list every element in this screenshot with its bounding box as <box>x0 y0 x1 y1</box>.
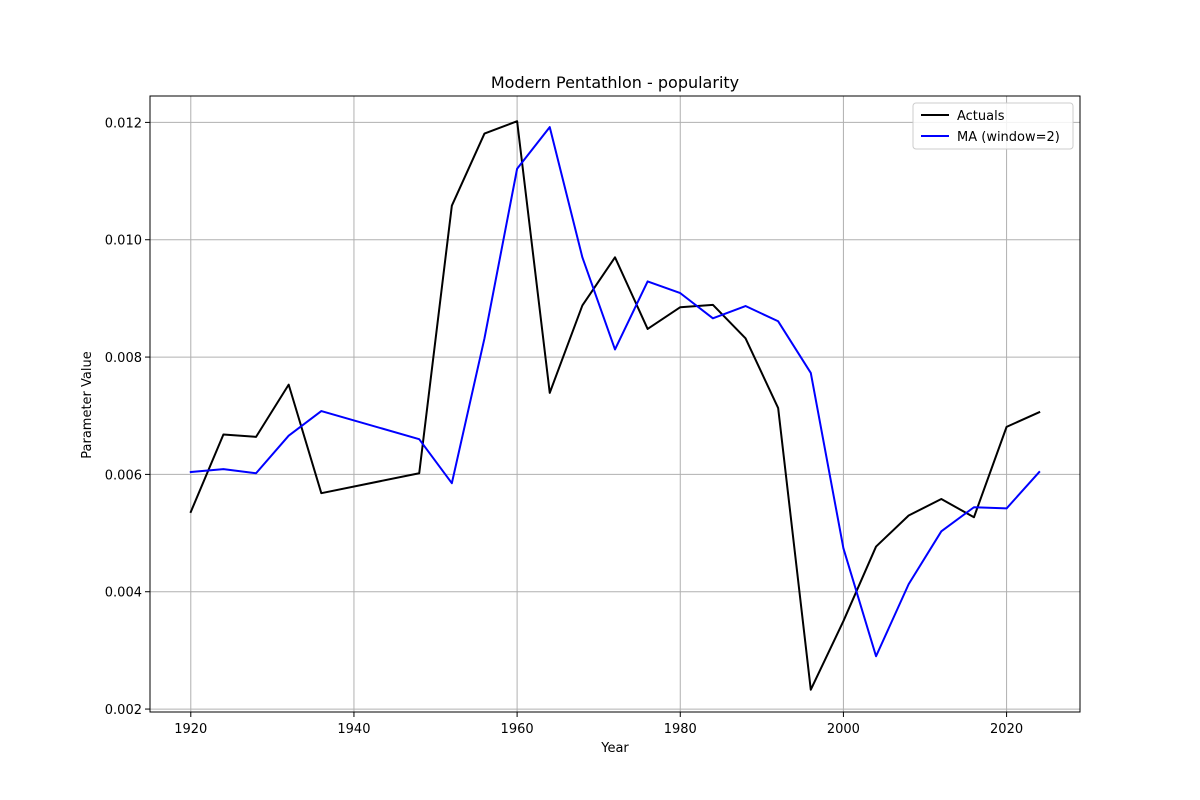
legend-box <box>912 102 1074 150</box>
x-tick-label: 2020 <box>990 722 1023 737</box>
y-axis: 0.002 0.004 0.006 0.008 0.010 0.012 <box>105 116 150 718</box>
y-axis-label: Parameter Value <box>80 351 95 458</box>
x-tick-label: 1960 <box>501 722 534 737</box>
y-tick-label: 0.006 <box>105 468 142 483</box>
x-axis-label: Year <box>600 741 629 756</box>
x-tick-label: 2000 <box>827 722 860 737</box>
chart-title: Modern Pentathlon - popularity <box>491 73 739 92</box>
x-axis: 1920 1940 1960 1980 2000 2020 <box>174 712 1023 737</box>
x-tick-label: 1940 <box>337 722 370 737</box>
plot-area <box>149 95 1081 713</box>
x-tick-label: 1980 <box>664 722 697 737</box>
x-tick-label: 1920 <box>174 722 207 737</box>
series-line-actuals <box>189 120 1041 691</box>
y-tick-label: 0.008 <box>105 351 142 366</box>
legend-label-actuals: Actuals <box>957 109 1005 124</box>
y-tick-label: 0.012 <box>105 116 142 131</box>
legend: Actuals MA (window=2) <box>912 102 1074 150</box>
series-line-ma <box>189 126 1041 658</box>
y-tick-label: 0.010 <box>105 234 142 249</box>
grid-layer <box>150 96 1080 712</box>
plot-frame <box>149 95 1081 713</box>
y-tick-label: 0.002 <box>105 703 142 718</box>
y-tick-label: 0.004 <box>105 586 142 601</box>
series-layer <box>189 120 1041 691</box>
legend-label-ma: MA (window=2) <box>957 130 1060 145</box>
